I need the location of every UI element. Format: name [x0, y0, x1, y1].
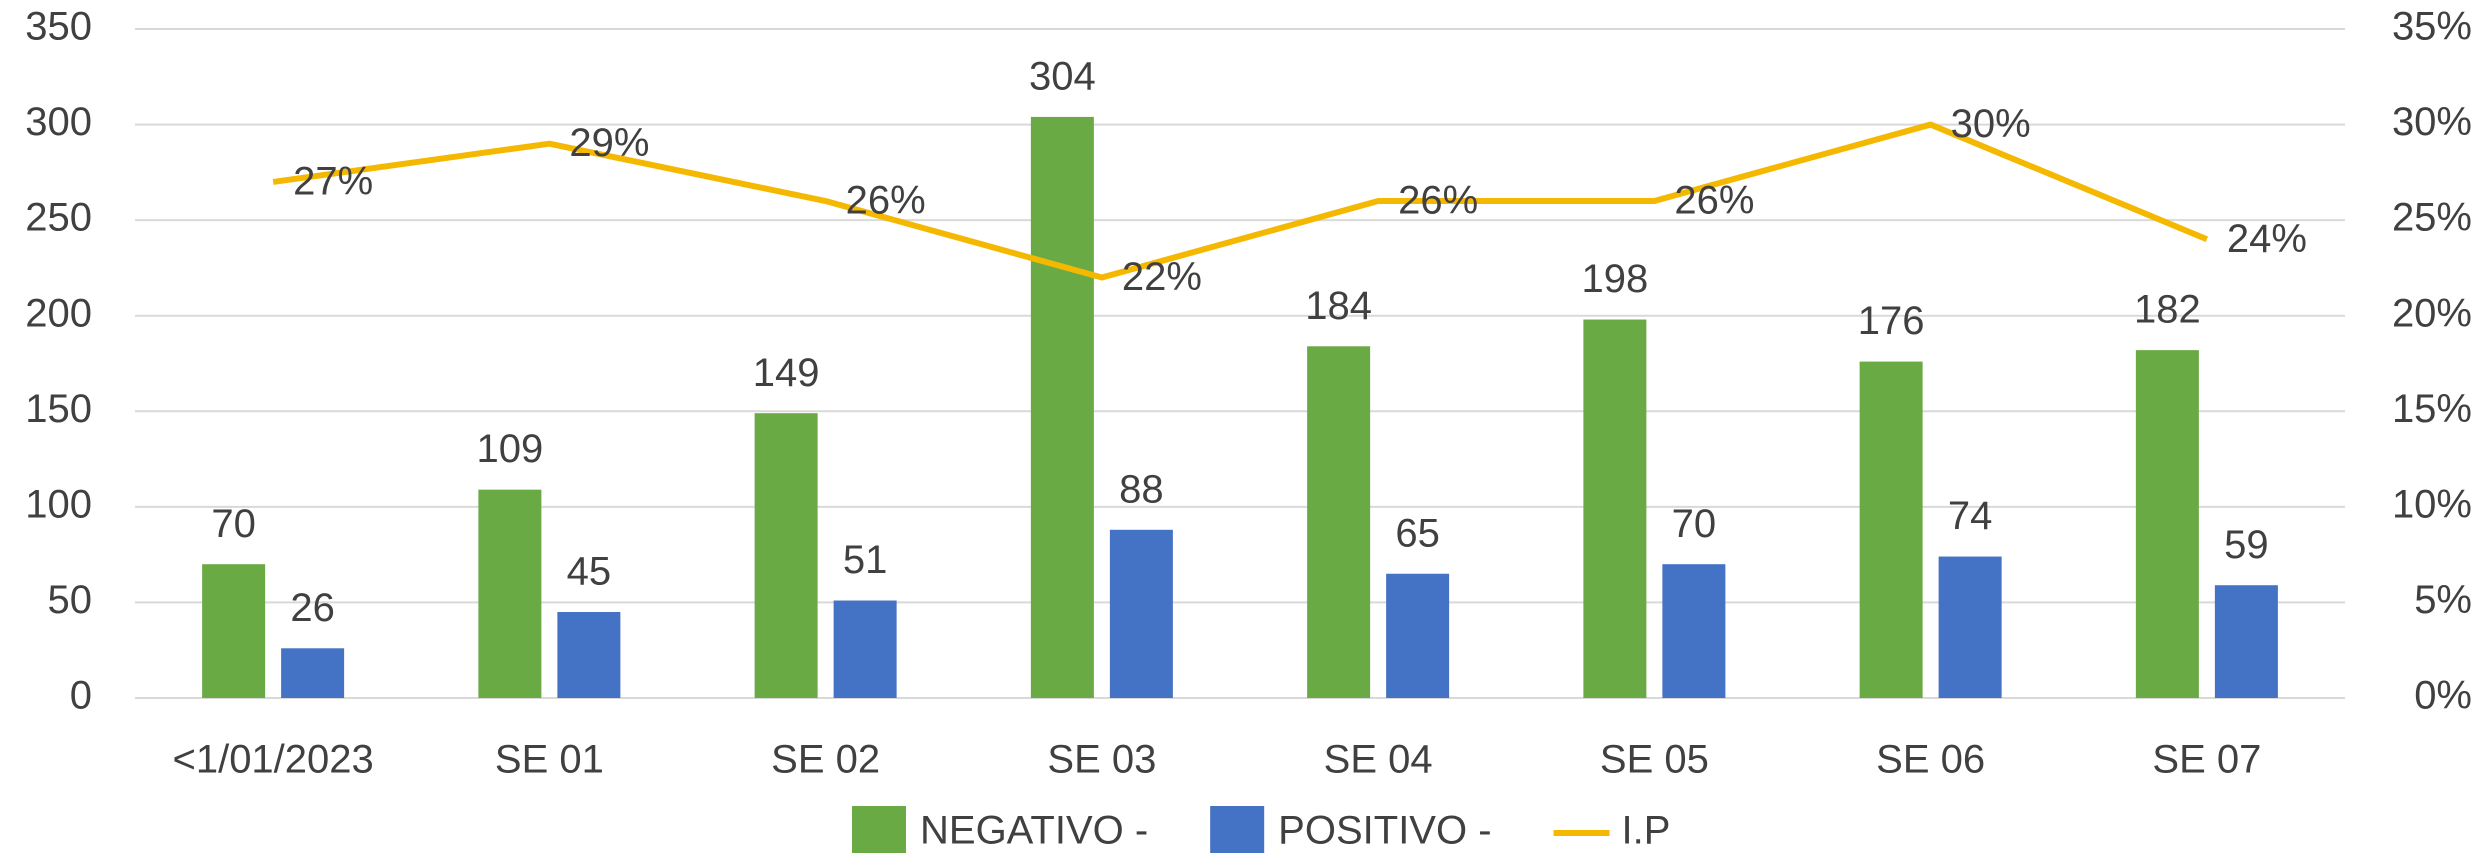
bar: [1583, 319, 1647, 698]
bar: [1030, 116, 1094, 698]
x-tick-label: <1/01/2023: [172, 738, 373, 782]
bar-value-label: 176: [1858, 299, 1925, 343]
bar-value-label: 65: [1395, 511, 1440, 555]
legend-swatch: [852, 806, 906, 853]
legend-swatch: [1210, 806, 1265, 853]
bar-value-label: 149: [753, 351, 820, 395]
y-tick-label: 50: [48, 578, 93, 622]
bar-value-label: 109: [477, 427, 544, 471]
x-tick-label: SE 05: [1600, 738, 1709, 782]
x-tick-label: SE 01: [495, 738, 604, 782]
bar: [1386, 573, 1450, 698]
y-tick-label: 150: [25, 387, 92, 431]
y-tick-label: 350: [25, 5, 92, 49]
y-tick-label: 100: [25, 482, 92, 526]
x-tick-label: SE 03: [1047, 738, 1156, 782]
y2-tick-label: 5%: [2414, 578, 2472, 622]
bar-value-label: 26: [290, 586, 335, 630]
bar: [1859, 361, 1923, 698]
bar: [1307, 346, 1371, 698]
line-value-label: 24%: [2227, 217, 2307, 261]
y2-tick-label: 20%: [2392, 291, 2472, 335]
legend-label: I.P: [1622, 809, 1671, 853]
bar-value-label: 70: [211, 502, 256, 546]
bar: [754, 413, 818, 698]
bar-value-label: 184: [1305, 284, 1372, 328]
bar: [281, 648, 345, 698]
bar: [2214, 585, 2278, 698]
bar-value-label: 74: [1948, 494, 1993, 538]
bar-value-label: 45: [567, 550, 612, 594]
bar: [1662, 564, 1726, 698]
y2-tick-label: 10%: [2392, 482, 2472, 526]
line-value-label: 26%: [846, 179, 926, 223]
bar-value-label: 88: [1119, 467, 1164, 511]
bar: [478, 489, 542, 698]
bar: [1109, 529, 1173, 698]
x-tick-label: SE 02: [771, 738, 880, 782]
bar-value-label: 51: [843, 538, 888, 582]
line-value-label: 26%: [1674, 179, 1754, 223]
line-value-label: 30%: [1951, 102, 2031, 146]
legend-label: NEGATIVO -: [920, 809, 1148, 853]
x-tick-label: SE 06: [1876, 738, 1985, 782]
y-tick-label: 300: [25, 100, 92, 144]
bar-value-label: 304: [1029, 54, 1096, 98]
legend-label: POSITIVO -: [1278, 809, 1491, 853]
bar-value-label: 198: [1582, 257, 1649, 301]
bar: [2135, 350, 2199, 698]
line-value-label: 26%: [1398, 179, 1478, 223]
bar-value-label: 59: [2224, 523, 2269, 567]
x-tick-label: SE 04: [1324, 738, 1433, 782]
y2-tick-label: 30%: [2392, 100, 2472, 144]
y2-tick-label: 25%: [2392, 196, 2472, 240]
bar: [1938, 556, 2002, 698]
bar: [833, 600, 897, 698]
bar: [557, 611, 621, 698]
y-tick-label: 0: [70, 674, 92, 718]
bar: [202, 564, 266, 698]
y-tick-label: 200: [25, 291, 92, 335]
bar-value-label: 182: [2134, 288, 2201, 332]
y2-tick-label: 15%: [2392, 387, 2472, 431]
bar-value-label: 70: [1672, 502, 1717, 546]
y2-tick-label: 35%: [2392, 5, 2472, 49]
x-tick-label: SE 07: [2152, 738, 2261, 782]
line-value-label: 22%: [1122, 255, 1202, 299]
y-tick-label: 250: [25, 196, 92, 240]
y2-tick-label: 0%: [2414, 674, 2472, 718]
line: [272, 121, 2209, 281]
line-value-label: 27%: [293, 159, 373, 203]
line-value-label: 29%: [569, 121, 649, 165]
